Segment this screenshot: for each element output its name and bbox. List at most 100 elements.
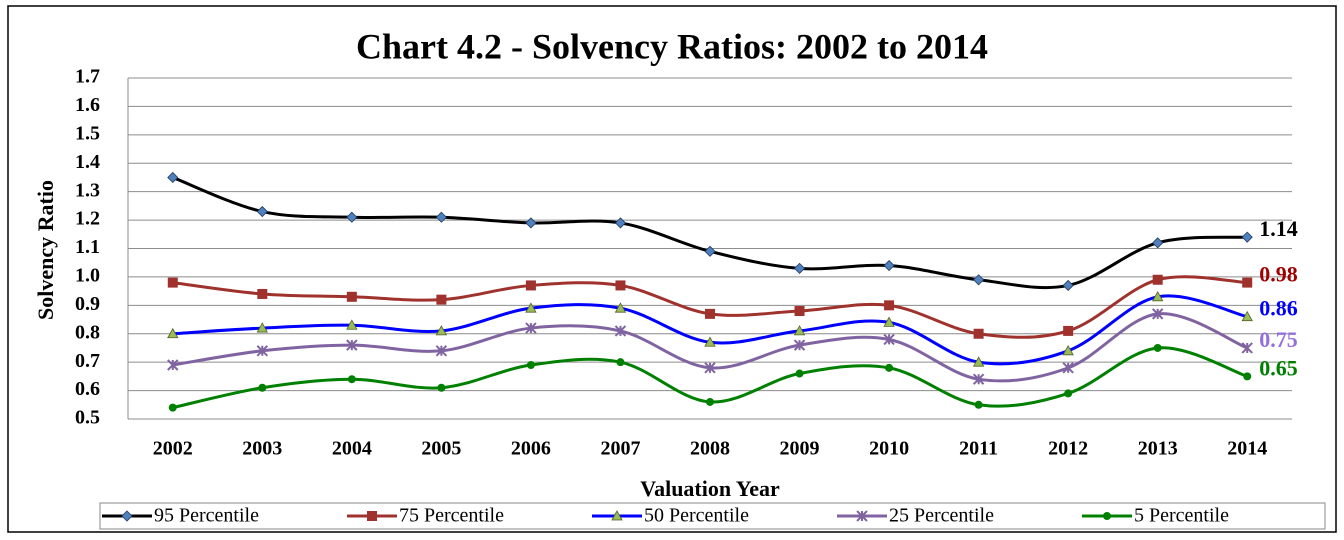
legend-label: 50 Percentile: [644, 505, 749, 527]
data-point: [884, 300, 895, 311]
data-point: [1062, 362, 1074, 374]
y-tick-label: 1.6: [75, 94, 100, 116]
data-point: [795, 369, 804, 378]
data-point: [972, 356, 985, 367]
data-point: [346, 291, 357, 302]
data-point: [1152, 274, 1163, 285]
data-point: [435, 211, 447, 223]
end-label: 0.98: [1259, 262, 1298, 287]
legend-marker: [856, 510, 868, 522]
end-label: 0.75: [1259, 327, 1298, 352]
x-tick-label: 2005: [421, 438, 461, 460]
data-point: [974, 400, 983, 409]
data-point: [167, 359, 179, 371]
data-point: [437, 383, 446, 392]
data-point: [1152, 237, 1164, 249]
x-tick-label: 2009: [780, 438, 820, 460]
data-point: [435, 345, 448, 357]
data-point: [793, 325, 806, 336]
y-tick-label: 0.6: [75, 378, 100, 400]
data-point: [704, 336, 716, 347]
data-point: [1063, 325, 1074, 336]
y-tick-label: 1.2: [75, 208, 100, 230]
data-point: [525, 280, 536, 291]
x-tick-label: 2012: [1048, 438, 1088, 460]
data-point: [1242, 277, 1253, 288]
end-label: 0.86: [1259, 296, 1298, 321]
legend-marker: [367, 511, 377, 521]
end-label: 1.14: [1259, 216, 1298, 241]
x-tick-label: 2002: [153, 438, 193, 460]
data-point: [616, 358, 625, 367]
data-point: [1151, 308, 1164, 320]
data-point: [167, 327, 179, 339]
y-tick-label: 1.5: [75, 122, 100, 144]
data-point: [256, 345, 269, 357]
x-tick-label: 2006: [511, 438, 551, 460]
data-point: [793, 339, 806, 351]
x-tick-label: 2013: [1138, 438, 1178, 460]
legend-label: 75 Percentile: [399, 505, 504, 527]
legend-marker: [611, 510, 623, 521]
y-tick-label: 1.0: [75, 265, 100, 287]
data-point: [256, 322, 268, 333]
y-tick-label: 0.5: [75, 407, 100, 429]
data-point: [704, 245, 716, 257]
data-point: [167, 277, 178, 288]
data-point: [614, 302, 627, 313]
data-point: [705, 308, 715, 319]
data-point: [435, 325, 448, 336]
data-point: [257, 288, 268, 299]
legend-label: 25 Percentile: [889, 505, 994, 527]
data-point: [1243, 372, 1252, 381]
x-tick-label: 2008: [690, 438, 730, 460]
legend-label: 5 Percentile: [1134, 505, 1229, 527]
x-axis-title: Valuation Year: [640, 476, 780, 501]
end-label: 0.65: [1259, 355, 1298, 380]
data-point: [346, 319, 358, 330]
data-point: [346, 211, 358, 223]
y-tick-label: 0.9: [75, 293, 100, 315]
data-point: [883, 316, 895, 327]
data-point: [973, 328, 984, 339]
data-point: [525, 217, 537, 229]
legend-marker: [1103, 512, 1111, 520]
data-point: [794, 306, 805, 317]
chart-frame: [7, 5, 1337, 533]
data-point: [346, 339, 358, 351]
x-tick-label: 2007: [600, 438, 640, 460]
data-point: [1241, 342, 1253, 354]
data-point: [347, 375, 356, 384]
data-point: [1062, 344, 1074, 356]
data-point: [973, 274, 985, 286]
data-point: [793, 262, 806, 274]
data-point: [1153, 343, 1162, 352]
y-tick-label: 0.8: [75, 321, 100, 343]
y-tick-label: 1.1: [75, 236, 100, 258]
data-point: [614, 325, 627, 337]
y-tick-label: 1.3: [75, 179, 100, 201]
y-tick-label: 0.7: [75, 350, 100, 372]
legend-label: 95 Percentile: [154, 505, 259, 527]
chart-title: Chart 4.2 - Solvency Ratios: 2002 to 201…: [356, 26, 988, 66]
data-point: [883, 333, 895, 346]
data-point: [704, 362, 716, 374]
x-tick-label: 2004: [332, 438, 372, 460]
y-tick-label: 1.4: [75, 151, 100, 173]
data-point: [1064, 389, 1073, 398]
data-point: [972, 373, 985, 385]
data-point: [526, 361, 535, 370]
data-point: [614, 217, 627, 229]
x-tick-label: 2011: [959, 438, 998, 460]
data-point: [883, 259, 895, 272]
data-point: [436, 294, 447, 305]
data-point: [1241, 231, 1253, 243]
y-axis-title: Solvency Ratio: [33, 180, 58, 320]
data-point: [885, 363, 894, 372]
data-point: [525, 322, 537, 334]
legend-marker: [121, 510, 133, 522]
x-tick-label: 2003: [242, 438, 282, 460]
data-point: [256, 205, 268, 218]
data-point: [258, 383, 267, 392]
x-tick-label: 2010: [869, 438, 909, 460]
